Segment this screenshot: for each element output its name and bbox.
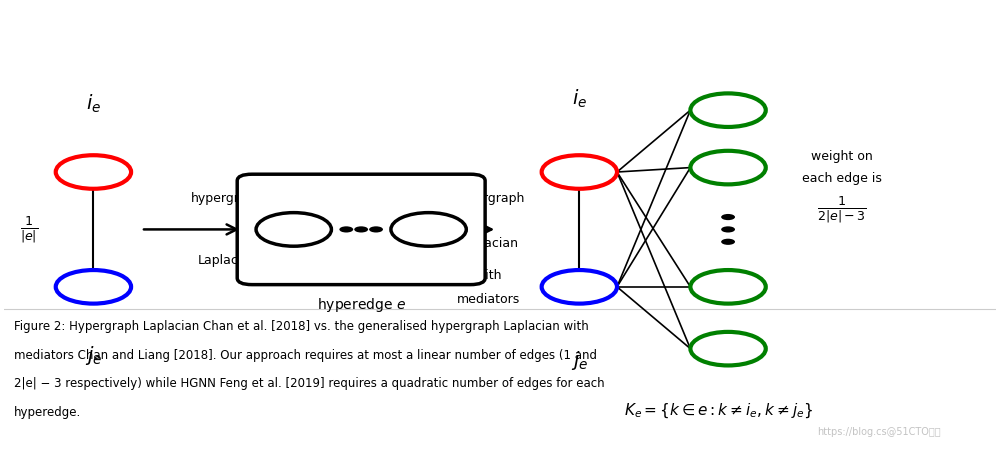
- Circle shape: [721, 226, 735, 233]
- Text: Laplacian: Laplacian: [459, 237, 519, 250]
- Text: $j_e$: $j_e$: [85, 344, 102, 367]
- Text: hyperedge.: hyperedge.: [14, 406, 81, 419]
- Circle shape: [721, 214, 735, 220]
- Circle shape: [721, 238, 735, 245]
- Text: https://blog.cs@51CTO博客: https://blog.cs@51CTO博客: [817, 427, 941, 437]
- Text: mediators: mediators: [457, 293, 520, 306]
- Text: $\frac{1}{2|e|-3}$: $\frac{1}{2|e|-3}$: [817, 194, 867, 225]
- Text: $\frac{1}{|e|}$: $\frac{1}{|e|}$: [20, 214, 38, 245]
- Circle shape: [369, 226, 383, 233]
- Text: $K_e = \{k \in e : k \neq i_e, k \neq j_e\}$: $K_e = \{k \in e : k \neq i_e, k \neq j_…: [624, 401, 813, 420]
- Circle shape: [354, 226, 368, 233]
- Text: hyperedge $e$: hyperedge $e$: [317, 296, 406, 314]
- Text: Laplacian: Laplacian: [197, 254, 257, 267]
- Text: 2|e| − 3 respectively) while HGNN Feng et al. [2019] requires a quadratic number: 2|e| − 3 respectively) while HGNN Feng e…: [14, 378, 605, 390]
- Text: with: with: [475, 269, 502, 282]
- FancyBboxPatch shape: [237, 174, 485, 285]
- Text: hypergraph: hypergraph: [452, 192, 525, 205]
- Text: $j_e$: $j_e$: [571, 349, 588, 372]
- Text: weight on: weight on: [811, 150, 873, 163]
- Text: each edge is: each edge is: [802, 172, 882, 185]
- Text: mediators Chan and Liang [2018]. Our approach requires at most a linear number o: mediators Chan and Liang [2018]. Our app…: [14, 349, 597, 362]
- Circle shape: [339, 226, 353, 233]
- Text: $i_e$: $i_e$: [86, 92, 101, 115]
- Text: $i_e$: $i_e$: [572, 88, 587, 110]
- Text: hypergraph: hypergraph: [191, 192, 263, 205]
- Text: Figure 2: Hypergraph Laplacian Chan et al. [2018] vs. the generalised hypergraph: Figure 2: Hypergraph Laplacian Chan et a…: [14, 320, 589, 333]
